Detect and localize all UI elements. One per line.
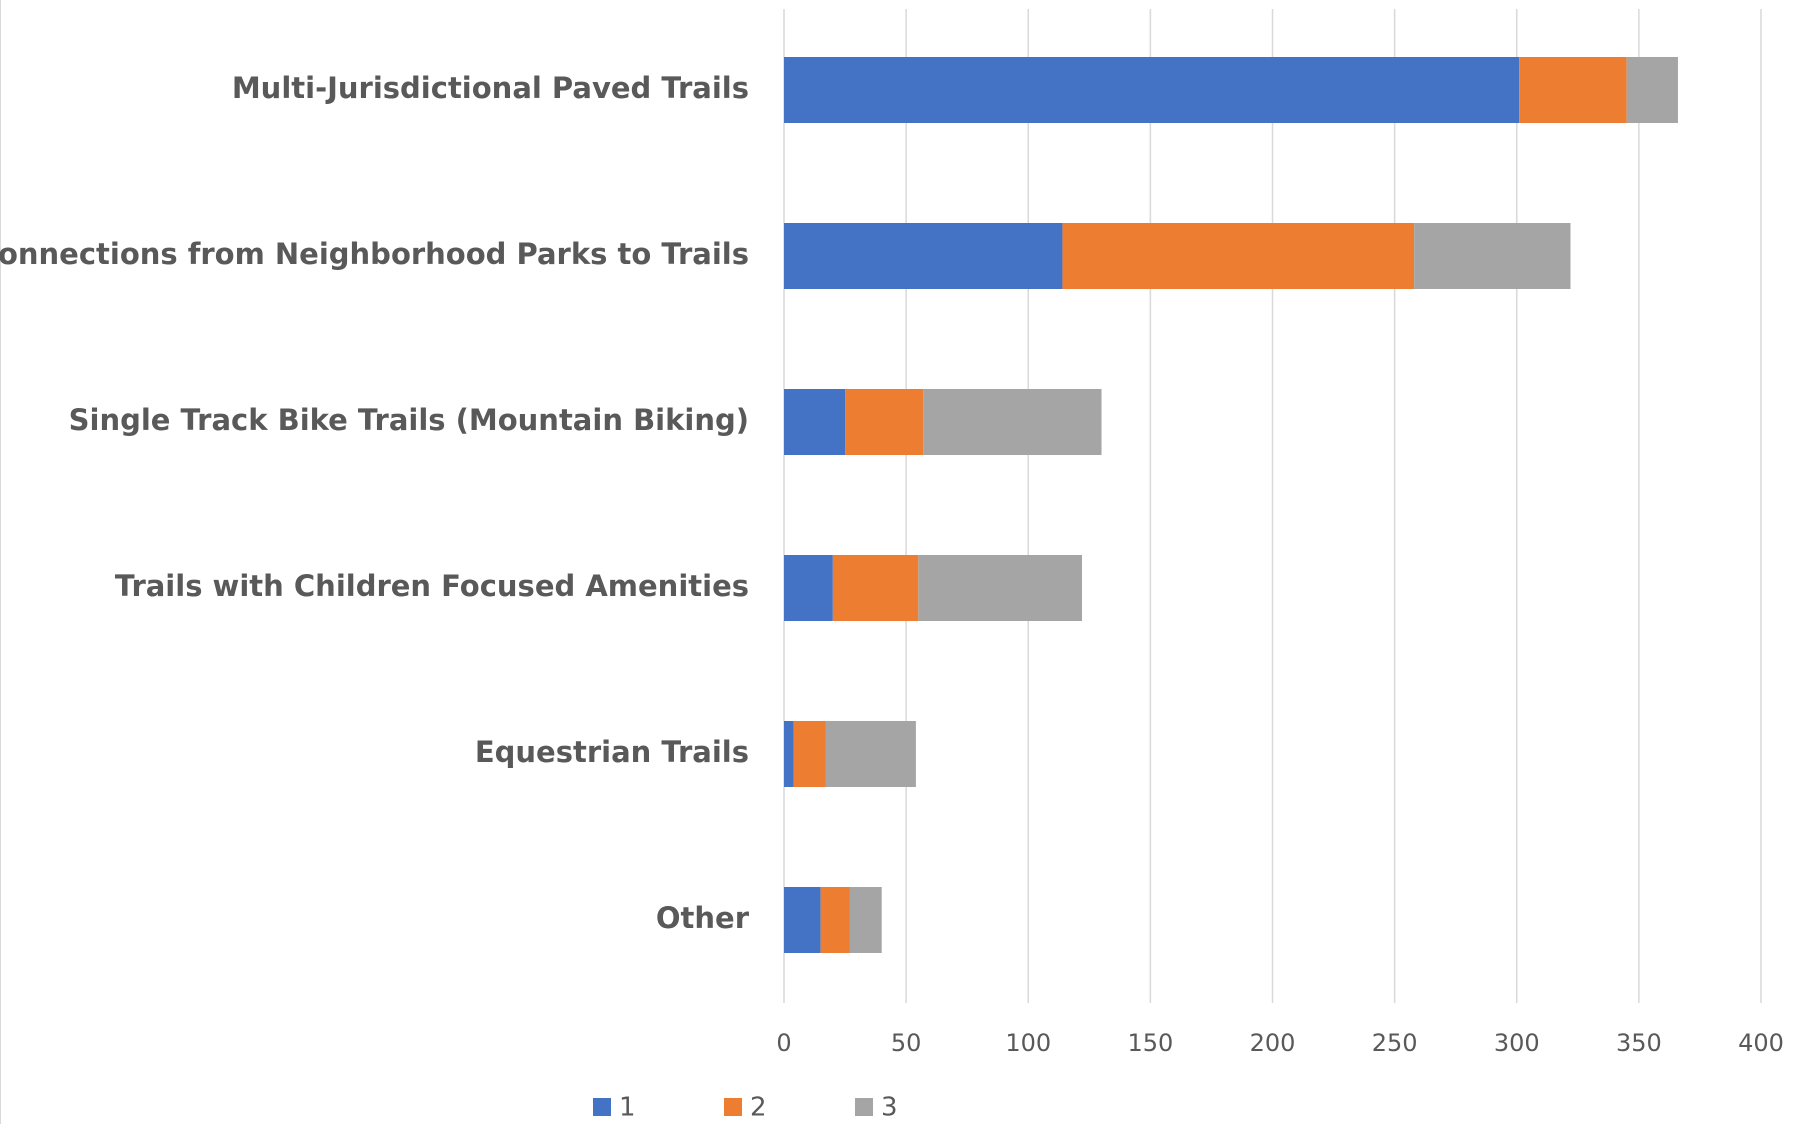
bar-segment [849, 887, 882, 953]
bar-segment [1519, 57, 1627, 123]
legend-label: 2 [750, 1093, 767, 1123]
legend-swatch [855, 1098, 873, 1116]
x-tick-label: 250 [1372, 1029, 1418, 1057]
bar-segment [845, 389, 924, 455]
x-tick-label: 100 [1005, 1029, 1051, 1057]
legend-label: 1 [619, 1093, 636, 1123]
bar-segment [784, 223, 1063, 289]
x-tick-label: 50 [891, 1029, 922, 1057]
bar-segment [1062, 223, 1415, 289]
bar-segment [820, 887, 850, 953]
legend-swatch [724, 1098, 742, 1116]
bar-segment [784, 721, 794, 787]
bar-segment [825, 721, 916, 787]
category-label: Trails with Children Focused Amenities [115, 569, 749, 603]
bar-segment [784, 389, 846, 455]
bar-segment [832, 555, 919, 621]
bar-segment [784, 57, 1520, 123]
x-tick-label: 300 [1494, 1029, 1540, 1057]
category-label: Single Track Bike Trails (Mountain Bikin… [69, 403, 749, 437]
category-label: Equestrian Trails [475, 735, 749, 769]
bar-segment [918, 555, 1082, 621]
bar-segment [793, 721, 826, 787]
category-label: Other [656, 901, 750, 935]
x-tick-label: 400 [1738, 1029, 1784, 1057]
bar-segment [1414, 223, 1571, 289]
x-tick-label: 350 [1616, 1029, 1662, 1057]
category-label: Connections from Neighborhood Parks to T… [0, 237, 749, 271]
legend-label: 3 [881, 1093, 898, 1123]
category-label: Multi-Jurisdictional Paved Trails [232, 71, 749, 105]
bar-segment [784, 555, 833, 621]
bar-segment [784, 887, 821, 953]
x-tick-label: 0 [776, 1029, 791, 1057]
bar-segment [1626, 57, 1678, 123]
x-tick-label: 200 [1250, 1029, 1296, 1057]
x-tick-label: 150 [1127, 1029, 1173, 1057]
legend-swatch [593, 1098, 611, 1116]
bar-segment [923, 389, 1102, 455]
